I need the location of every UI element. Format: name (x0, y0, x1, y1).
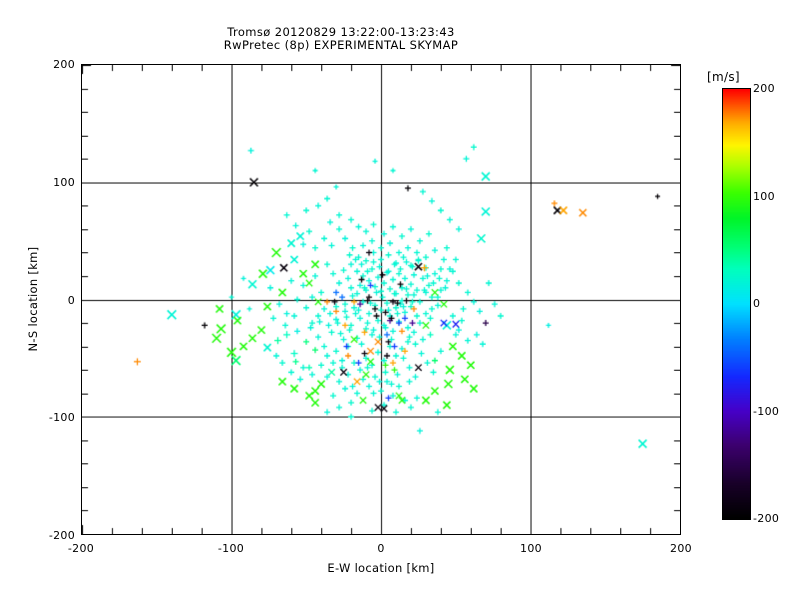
y-tick-label: -200 (48, 529, 75, 542)
y-tick-label: 0 (67, 293, 75, 307)
colorbar-tick-label: 0 (753, 297, 761, 310)
colorbar-unit-label: [m/s] (707, 70, 740, 84)
colorbar-tick-label: 200 (753, 82, 775, 95)
colorbar-gradient (722, 88, 751, 520)
scatter-plot-area (81, 64, 681, 535)
y-tick-label: 100 (53, 175, 75, 189)
colorbar (722, 88, 751, 520)
x-axis-title: E-W location [km] (327, 561, 435, 575)
figure-title: Tromsø 20120829 13:22:00-13:23:43 RwPret… (0, 26, 682, 52)
title-line-2: RwPretec (8p) EXPERIMENTAL SKYMAP (223, 38, 459, 52)
colorbar-tick-label: 100 (753, 189, 775, 203)
title-line-1: Tromsø 20120829 13:22:00-13:23:43 (227, 25, 455, 39)
colorbar-tick-label: -200 (753, 512, 780, 525)
x-tick-label: 200 (670, 542, 692, 555)
x-tick-label: -200 (67, 542, 95, 555)
x-tick-label: -100 (217, 542, 245, 555)
scatter-canvas (82, 65, 680, 534)
colorbar-tick-label: -100 (753, 404, 780, 418)
y-tick-label: -100 (48, 411, 75, 425)
y-tick-label: 200 (53, 58, 75, 71)
x-tick-label: 0 (377, 542, 385, 555)
x-tick-label: 100 (520, 542, 542, 555)
